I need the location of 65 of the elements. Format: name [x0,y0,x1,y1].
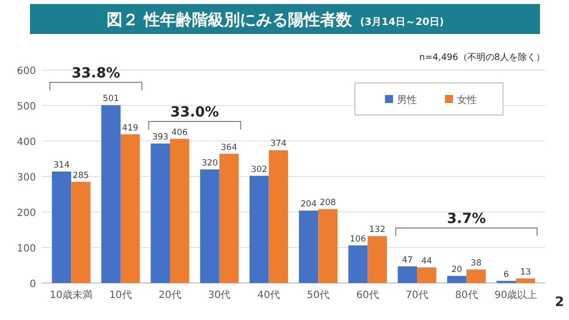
data-label: 374 [270,139,287,150]
legend-label: 女性 [457,94,477,106]
data-label: 44 [421,256,432,266]
bar [466,270,486,283]
y-tick-label: 400 [16,137,36,148]
chart-title: 図２ 性年齢階級別にみる陽性者数 [106,10,353,29]
y-tick-label: 0 [30,279,36,290]
bar [447,276,466,283]
bar [71,182,90,283]
y-tick-label: 500 [16,102,36,112]
x-tick-label: 70代 [406,290,428,301]
bar [318,209,338,283]
data-label: 106 [350,234,366,244]
data-label: 38 [470,258,482,269]
data-label: 132 [369,225,386,236]
annotation: 33.8% [72,65,120,82]
data-label: 406 [171,128,188,138]
bar [250,176,269,283]
x-tick-label: 60代 [356,290,379,301]
y-tick-label: 600 [16,66,36,77]
data-label: 204 [300,200,317,210]
data-label: 302 [251,164,268,175]
y-tick-label: 200 [16,208,36,219]
y-tick-label: 300 [16,172,36,184]
data-label: 13 [520,267,531,278]
bar [368,236,387,283]
bar [150,143,170,283]
data-label: 419 [122,123,138,134]
bar [200,169,220,283]
text: 2 [554,295,564,310]
bar [52,172,72,283]
bar [516,278,536,283]
data-label: 6 [504,270,509,280]
x-tick-label: 30代 [208,290,231,301]
bar [298,210,318,283]
bar [219,154,239,283]
annotation: 33.0% [170,104,219,120]
data-label: 20 [451,264,462,275]
x-tick-label: 90歳以上 [494,289,538,301]
bar [120,134,140,283]
bar [101,105,121,283]
bar [417,267,436,283]
y-tick-label: 100 [16,244,36,254]
data-label: 364 [220,142,238,153]
chart-subtitle: (3月14日～20日) [360,17,444,28]
x-tick-label: 40代 [257,290,280,301]
bar [268,150,288,283]
annotation: 3.7% [447,210,486,227]
data-label: 47 [402,255,413,266]
data-label: 320 [202,158,218,168]
x-tick-label: 20代 [158,290,182,301]
legend-label: 男性 [397,94,417,106]
data-label: 285 [72,170,89,181]
data-label: 393 [152,132,168,142]
x-tick-label: 80代 [455,290,478,301]
x-tick-label: 50代 [306,290,330,301]
data-label: 314 [53,160,70,171]
bar [398,266,418,283]
data-label: 501 [102,94,120,104]
bar [170,138,190,283]
bar [348,245,368,283]
x-tick-label: 10代 [109,290,132,301]
x-tick-label: 10歳未満 [50,289,93,301]
text: n=4,496（不明の8人を除く） [419,52,545,63]
data-label: 208 [320,198,336,208]
